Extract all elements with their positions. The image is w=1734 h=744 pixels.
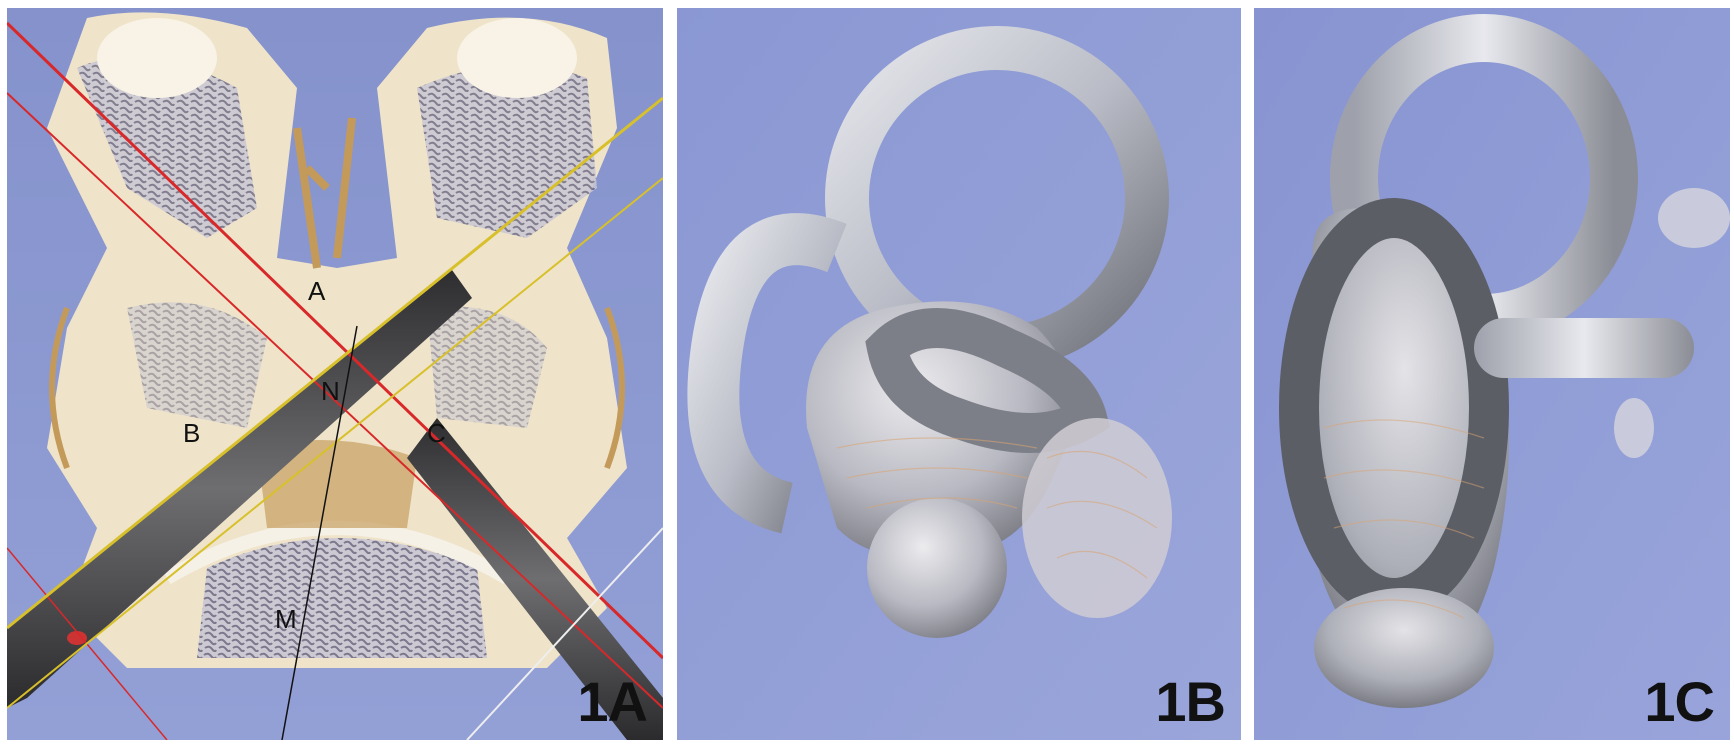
reference-lines [7, 21, 663, 740]
panel-label-1b: 1B [1155, 670, 1226, 733]
panel-1b: 1B [677, 8, 1241, 740]
panel-label-1c: 1C [1644, 670, 1715, 733]
labyrinth-render-1c [1254, 8, 1730, 740]
annotation-b: B [183, 418, 201, 448]
skull-base-render [7, 8, 663, 740]
labyrinth-render-1b [677, 8, 1241, 740]
cut-planes [7, 270, 663, 740]
annotation-c: C [427, 418, 446, 448]
panel-1a: A B C N M 1A [7, 8, 663, 740]
annotation-m: M [275, 604, 297, 634]
panel-label-1a: 1A [577, 670, 648, 733]
panel-1c: 1C [1254, 8, 1730, 740]
annotation-a: A [308, 276, 326, 306]
annotation-n: N [321, 376, 340, 406]
